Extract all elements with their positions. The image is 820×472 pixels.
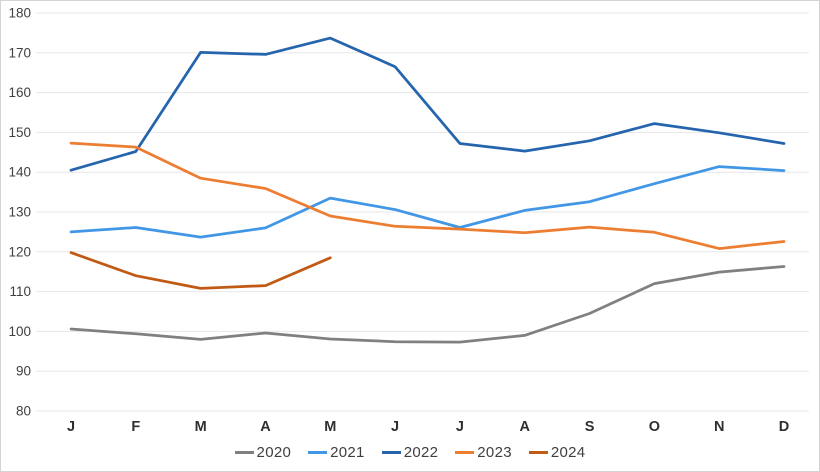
chart-legend: 2020 2021 2022 2023 2024 (1, 444, 819, 461)
x-axis-tick-label: M (195, 419, 207, 435)
x-axis-tick-label: M (324, 419, 336, 435)
legend-dash-icon (234, 451, 254, 454)
line-chart: 80 90 100 110 120 130 140 150 160 170 180 J F M A M J J A S… (8, 6, 809, 435)
legend-item-2024: 2024 (528, 444, 586, 461)
x-axis-tick-label: A (519, 419, 530, 435)
y-axis-tick-label: 90 (16, 364, 31, 379)
legend-dash-icon (528, 451, 548, 454)
legend-item-2021: 2021 (308, 444, 365, 461)
y-axis-tick-label: 170 (8, 45, 31, 60)
legend-dash-icon (455, 451, 475, 454)
legend-item-2023: 2023 (455, 444, 512, 461)
y-axis-tick-label: 120 (8, 244, 31, 259)
y-axis-tick-label: 100 (8, 324, 31, 339)
series-line-2024 (69, 251, 332, 290)
x-axis-tick-label: F (131, 419, 140, 435)
x-axis-tick-label: O (649, 419, 660, 435)
y-axis-tick-label: 140 (8, 165, 31, 180)
x-axis-tick-label: D (779, 419, 789, 435)
series-line-2021 (69, 165, 786, 239)
y-axis-tick-label: 110 (9, 284, 31, 299)
x-axis-tick-label: J (67, 419, 75, 435)
legend-label: 2024 (550, 444, 586, 461)
legend-label: 2023 (477, 444, 512, 461)
y-axis-tick-label: 80 (16, 404, 31, 419)
legend-dash-icon (381, 451, 401, 454)
legend-item-2022: 2022 (381, 444, 439, 461)
x-axis-tick-label: S (585, 419, 595, 435)
y-axis-tick-label: 150 (8, 125, 31, 140)
series-line-2022 (69, 36, 786, 172)
x-axis-tick-label: J (391, 419, 399, 435)
legend-label: 2022 (403, 444, 439, 461)
y-axis-tick-label: 180 (8, 6, 31, 21)
series-line-2023 (69, 141, 786, 250)
legend-label: 2021 (330, 444, 365, 461)
x-axis-tick-label: A (260, 419, 271, 435)
x-axis-tick-label: N (714, 419, 724, 435)
legend-label: 2020 (256, 444, 292, 461)
y-axis-tick-label: 130 (8, 205, 31, 220)
x-axis-tick-label: J (456, 419, 464, 435)
legend-dash-icon (308, 451, 328, 454)
legend-item-2020: 2020 (234, 444, 292, 461)
y-axis-tick-label: 160 (8, 85, 31, 100)
series-line-2020 (69, 265, 786, 344)
